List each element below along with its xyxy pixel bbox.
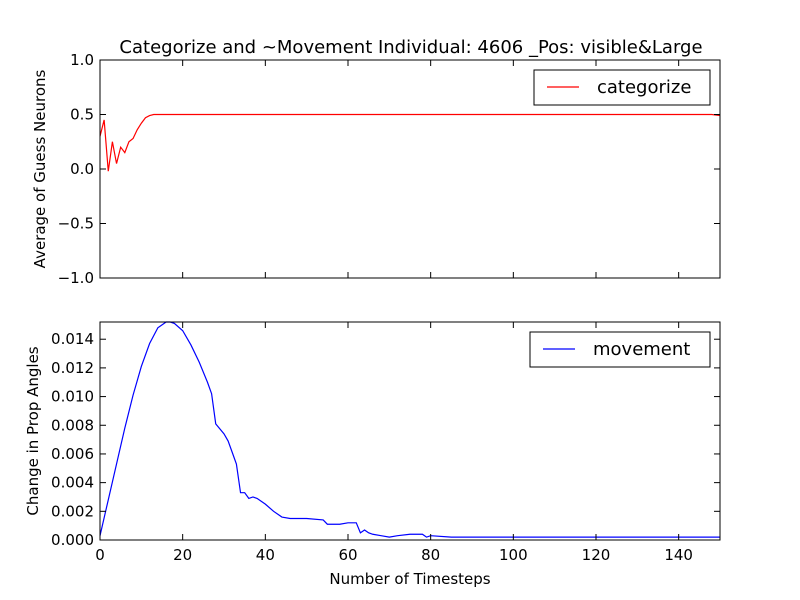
bottom-y-axis-label: Change in Prop Angles [24, 346, 42, 515]
top-y-axis-label: Average of Guess Neurons [31, 69, 49, 268]
bottom-x-axis-label: Number of Timesteps [329, 570, 490, 588]
bottom-legend-box [529, 331, 711, 368]
bottom-legend-label: movement [593, 339, 690, 360]
bottom-y-tick-label: 0.004 [51, 474, 94, 492]
bottom-axes-frame [99, 321, 721, 541]
bottom-y-tick-label: 0.006 [51, 445, 94, 463]
top-legend-label: categorize [597, 77, 691, 98]
top-plot-panel: −1.0 −0.5 0.0 0.5 1.0 categorize [58, 51, 721, 287]
bottom-y-tick-label: 0.000 [51, 531, 94, 549]
bottom-y-tick-label: 0.010 [51, 388, 94, 406]
top-y-tick-label: −0.5 [58, 215, 94, 233]
top-y-tick-label: 0.5 [70, 106, 94, 124]
top-y-tick-label: 1.0 [70, 51, 94, 69]
bottom-x-tick-label: 120 [582, 546, 611, 564]
chart-title: Categorize and ~Movement Individual: 460… [119, 37, 702, 58]
series-line-categorize [99, 113, 721, 172]
bottom-x-tick-label: 140 [664, 546, 693, 564]
bottom-x-tick-label: 0 [95, 546, 105, 564]
top-legend-box [533, 69, 711, 106]
bottom-plot-panel: 0 20 40 60 80 100 120 140 0.000 0.002 0.004 0.006 0.… [51, 321, 721, 564]
top-y-tick-label: −1.0 [58, 269, 94, 287]
bottom-x-tick-label: 100 [499, 546, 528, 564]
top-legend: categorize [533, 69, 711, 106]
bottom-y-tick-label: 0.014 [51, 330, 94, 348]
bottom-y-tick-label: 0.002 [51, 502, 94, 520]
bottom-x-tick-label: 40 [256, 546, 275, 564]
bottom-y-tick-label: 0.012 [51, 359, 94, 377]
bottom-x-tick-label: 80 [421, 546, 440, 564]
bottom-x-tick-label: 60 [338, 546, 357, 564]
bottom-legend: movement [529, 331, 711, 368]
top-y-tick-label: 0.0 [70, 160, 94, 178]
bottom-x-tick-label: 20 [173, 546, 192, 564]
bottom-y-tick-label: 0.008 [51, 416, 94, 434]
